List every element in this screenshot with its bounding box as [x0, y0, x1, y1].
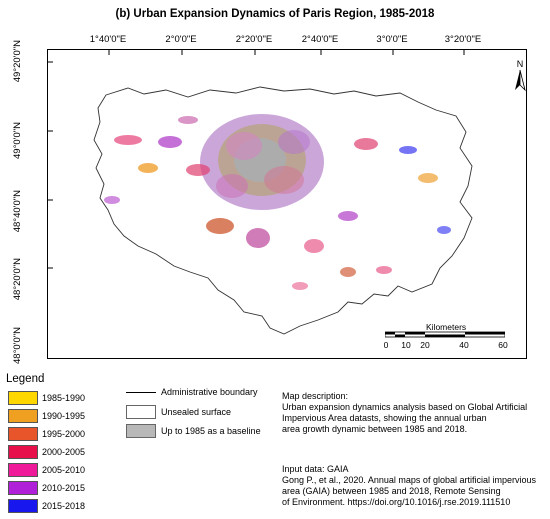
- legend-swatch: [8, 409, 38, 423]
- input-data: Input data: GAIA Gong P., et al., 2020. …: [282, 464, 536, 508]
- legend-swatch: [8, 427, 38, 441]
- legend-swatch: [8, 481, 38, 495]
- description-line: area growth dynamic between 1985 and 201…: [282, 424, 468, 434]
- legend-label: 2000-2005: [42, 447, 86, 457]
- legend-list: 1985-1990 1990-1995 1995-2000 2000-2005 …: [8, 389, 85, 515]
- map-description: Map description: Urban expansion dynamic…: [282, 391, 527, 435]
- citation-line: of Environment. https://doi.org/10.1016/…: [282, 497, 511, 507]
- citation-line: area (GAIA) between 1985 and 2018, Remot…: [282, 486, 501, 496]
- legend-swatch: [8, 391, 38, 405]
- map-frame: [47, 49, 527, 359]
- key-boundary: Administrative boundary: [126, 387, 258, 397]
- map-canvas: [48, 50, 473, 335]
- legend-label: 1985-1990: [42, 393, 86, 403]
- key-label: Administrative boundary: [161, 387, 258, 397]
- map-title: (b) Urban Expansion Dynamics of Paris Re…: [115, 8, 435, 20]
- scalebar-label: 40: [459, 340, 469, 350]
- longitude-label: 1°40'0"E: [89, 34, 127, 45]
- longitude-label: 2°0'0"E: [165, 34, 197, 45]
- description-line: Impervious Area datasts, showing the ann…: [282, 413, 487, 423]
- boundary-line-icon: [126, 391, 156, 393]
- legend-label: 2005-2010: [42, 465, 86, 475]
- latitude-label: 48°20'0"N: [12, 258, 23, 301]
- legend-label: 2015-2018: [42, 501, 86, 511]
- scalebar-label: 60: [498, 340, 508, 350]
- legend-swatch: [8, 445, 38, 459]
- legend-item: 1985-1990: [8, 389, 85, 407]
- legend-label: 2010-2015: [42, 483, 86, 493]
- key-unsealed: Unsealed surface: [126, 405, 231, 419]
- longitude-label: 2°20'0"E: [235, 34, 273, 45]
- unsealed-swatch: [126, 405, 156, 419]
- scalebar-label: 20: [420, 340, 430, 350]
- north-arrow-icon: N: [515, 59, 526, 92]
- north-label: N: [517, 59, 524, 69]
- legend-label: 1990-1995: [42, 411, 86, 421]
- latitude-label: 49°0'0"N: [12, 122, 23, 159]
- legend-label: 1995-2000: [42, 429, 86, 439]
- urban-core: [200, 114, 324, 210]
- urban-growth-patches: [104, 116, 451, 290]
- key-baseline: Up to 1985 as a baseline: [126, 424, 261, 438]
- key-label: Unsealed surface: [161, 407, 232, 417]
- latitude-label: 48°40'0"N: [12, 190, 23, 233]
- description-line: Urban expansion dynamics analysis based …: [282, 402, 528, 412]
- longitude-label: 3°20'0"E: [444, 34, 482, 45]
- legend-item: 2000-2005: [8, 443, 85, 461]
- legend-item: 2005-2010: [8, 461, 85, 479]
- baseline-swatch: [126, 424, 156, 438]
- legend-item: 1990-1995: [8, 407, 85, 425]
- legend-item: 2010-2015: [8, 479, 85, 497]
- latitude-label: 49°20'0"N: [12, 40, 23, 83]
- longitude-label: 2°40'0"E: [301, 34, 339, 45]
- legend-swatch: [8, 463, 38, 477]
- longitude-label: 3°0'0"E: [376, 34, 408, 45]
- input-data-heading: Input data: GAIA: [282, 464, 349, 474]
- scalebar-label: 10: [401, 340, 411, 350]
- scalebar: [385, 331, 505, 338]
- legend-title: Legend: [6, 373, 45, 385]
- scalebar-title: Kilometers: [426, 322, 467, 332]
- key-label: Up to 1985 as a baseline: [161, 426, 261, 436]
- legend-swatch: [8, 499, 38, 513]
- description-heading: Map description:: [282, 391, 349, 401]
- scalebar-label: 0: [383, 340, 389, 350]
- latitude-label: 48°0'0"N: [12, 327, 23, 364]
- legend-item: 1995-2000: [8, 425, 85, 443]
- citation-line: Gong P., et al., 2020. Annual maps of gl…: [282, 475, 536, 485]
- legend-item: 2015-2018: [8, 497, 85, 515]
